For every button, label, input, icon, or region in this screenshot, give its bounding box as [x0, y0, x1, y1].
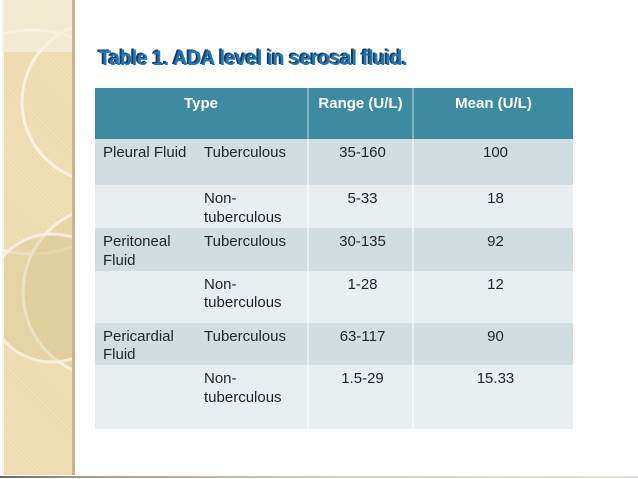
- sidebar-top-band: [4, 0, 72, 52]
- cell-fluid: [95, 365, 196, 430]
- cell-range: 63-117: [307, 322, 413, 366]
- cell-fluid: [95, 185, 196, 228]
- cell-mean: 100: [412, 139, 573, 185]
- cell-type: Non-tuberculous: [196, 185, 308, 228]
- cell-fluid: Pericardial Fluid: [95, 322, 196, 366]
- ada-table: Type Range (U/L) Mean (U/L) Pleural Flui…: [95, 88, 573, 430]
- cell-range: 30-135: [307, 227, 413, 271]
- cell-type: Tuberculous: [196, 227, 308, 271]
- cell-mean: 18: [412, 185, 573, 228]
- table-row: Non-tuberculous 5-33 18: [95, 185, 573, 228]
- cell-type: Non-tuberculous: [196, 270, 308, 323]
- cell-mean: 15.33: [412, 365, 573, 430]
- table-row: Pericardial Fluid Tuberculous 63-117 90: [95, 322, 573, 366]
- cell-type: Non-tuberculous: [196, 365, 308, 430]
- cell-fluid: Peritoneal Fluid: [95, 227, 196, 271]
- decorative-circles-icon: [4, 26, 72, 372]
- header-type: Type: [95, 88, 308, 139]
- header-range: Range (U/L): [307, 88, 413, 139]
- table-row: Non-tuberculous 1-28 12: [95, 270, 573, 323]
- cell-range: 1.5-29: [307, 365, 413, 430]
- table-row: Non-tuberculous 1.5-29 15.33: [95, 365, 573, 430]
- cell-fluid: [95, 270, 196, 323]
- cell-range: 1-28: [307, 270, 413, 323]
- cell-mean: 12: [412, 270, 573, 323]
- cell-type: Tuberculous: [196, 322, 308, 366]
- cell-fluid: Pleural Fluid: [95, 139, 196, 185]
- cell-type: Tuberculous: [196, 139, 308, 185]
- header-mean: Mean (U/L): [412, 88, 573, 139]
- table-row: Pleural Fluid Tuberculous 35-160 100: [95, 139, 573, 185]
- cell-range: 35-160: [307, 139, 413, 185]
- cell-mean: 90: [412, 322, 573, 366]
- cell-mean: 92: [412, 227, 573, 271]
- table-header-row: Type Range (U/L) Mean (U/L): [95, 88, 573, 139]
- table-row: Peritoneal Fluid Tuberculous 30-135 92: [95, 227, 573, 271]
- slide-title: Table 1. ADA level in serosal fluid.: [99, 47, 408, 70]
- sidebar-decoration: [2, 0, 75, 475]
- cell-range: 5-33: [307, 185, 413, 228]
- bottom-divider: [0, 476, 638, 478]
